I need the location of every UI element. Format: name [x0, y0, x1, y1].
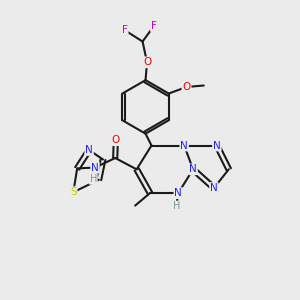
Text: N: N — [189, 164, 197, 174]
Text: O: O — [143, 57, 151, 67]
Text: N: N — [213, 140, 221, 151]
Text: S: S — [70, 187, 76, 197]
Text: N: N — [180, 140, 188, 151]
Text: N: N — [210, 183, 218, 193]
Text: O: O — [182, 82, 191, 92]
Text: O: O — [112, 135, 120, 145]
Text: F: F — [151, 21, 157, 31]
Text: H: H — [89, 174, 97, 184]
Text: N: N — [85, 145, 93, 155]
Text: N: N — [91, 163, 99, 172]
Text: H: H — [173, 202, 180, 212]
Text: F: F — [122, 25, 128, 35]
Text: N: N — [174, 188, 182, 198]
